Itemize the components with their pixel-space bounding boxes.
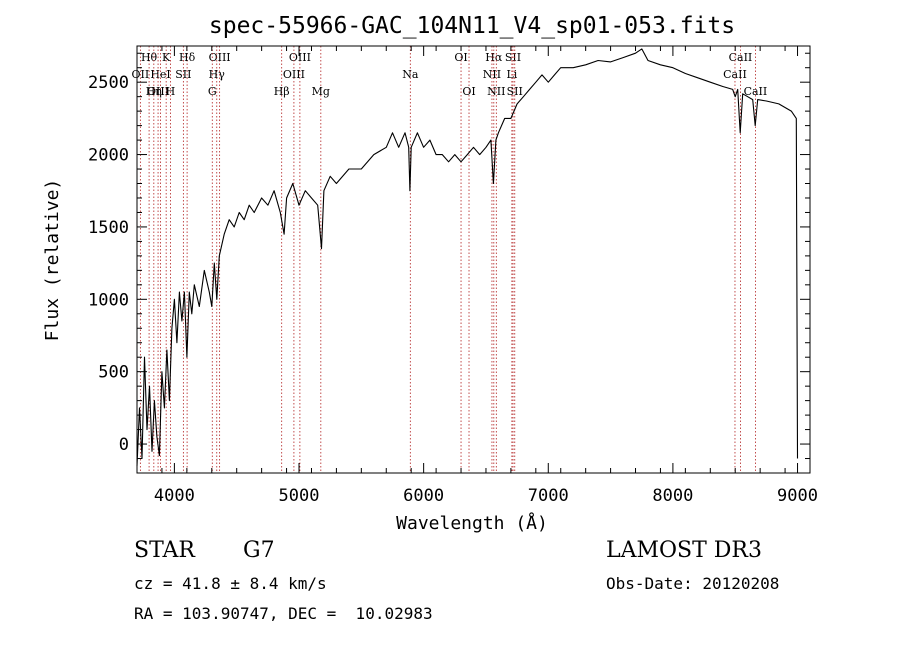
- survey-name: LAMOST DR3: [606, 538, 762, 563]
- line-marker-label: Hθ: [141, 51, 158, 64]
- line-marker-label: CaII: [744, 85, 768, 98]
- line-marker-label: OI: [462, 85, 475, 98]
- line-marker-label: HeI: [150, 68, 170, 81]
- y-tick-label: 1000: [88, 290, 129, 310]
- flux-series-group: [136, 48, 799, 466]
- line-marker-label: CaII: [723, 68, 747, 81]
- obs-date: Obs-Date: 20120208: [606, 574, 780, 593]
- line-marker-label: OIII: [289, 51, 311, 64]
- line-marker-label: SII: [175, 68, 191, 81]
- line-marker-label: SII: [505, 51, 521, 64]
- line-marker-label: NII: [483, 68, 501, 81]
- redshift-readout: cz = 41.8 ± 8.4 km/s: [134, 574, 327, 593]
- y-axis-ticks: 0 500 1000 1500 2000 2500: [88, 52, 810, 460]
- plot-frame: [136, 45, 811, 474]
- chart-title: spec-55966-GAC_104N11_V4_sp01-053.fits: [209, 13, 735, 39]
- line-marker-label: OIII: [209, 51, 231, 64]
- line-marker-label: Na: [402, 68, 419, 81]
- line-marker-label: NII: [487, 85, 505, 98]
- x-axis-label: Wavelength (Å): [396, 512, 548, 534]
- x-tick-label: 7000: [528, 486, 569, 506]
- line-marker-label: Hδ: [179, 51, 196, 64]
- line-marker-label: CaII: [729, 51, 753, 64]
- line-marker-label: Li: [506, 68, 517, 81]
- x-tick-label: 5000: [279, 486, 320, 506]
- spectral-subclass: G7: [243, 538, 275, 563]
- y-tick-label: 500: [98, 363, 129, 383]
- line-marker-label: Mg: [312, 85, 330, 98]
- line-marker-label: OIII: [283, 68, 305, 81]
- x-tick-label: 8000: [652, 486, 693, 506]
- line-marker-label: Hγ: [209, 68, 226, 81]
- flux-series-line: [136, 48, 799, 466]
- line-marker-label: H: [166, 85, 176, 98]
- y-tick-label: 0: [119, 435, 129, 455]
- y-axis-label: Flux (relative): [42, 179, 63, 342]
- line-marker-label: OI: [454, 51, 467, 64]
- x-tick-label: 9000: [777, 486, 818, 506]
- line-marker-label: Hα: [485, 51, 503, 64]
- x-axis-ticks: 4000 5000 6000 7000 8000 9000: [136, 46, 818, 506]
- y-tick-label: 2500: [88, 73, 129, 93]
- line-marker-label: G: [208, 85, 217, 98]
- coordinates: RA = 103.90747, DEC = 10.02983: [134, 604, 433, 623]
- line-marker-label: SII: [507, 85, 523, 98]
- object-class: STAR: [134, 538, 195, 563]
- line-marker-label: Hη: [146, 85, 162, 98]
- y-tick-label: 2000: [88, 146, 129, 166]
- line-marker-label: OIII: [147, 85, 169, 98]
- line-marker-label: OII: [132, 68, 150, 81]
- x-tick-label: 6000: [403, 486, 444, 506]
- line-marker-label: K: [162, 51, 171, 64]
- line-marker-label: Hβ: [274, 85, 290, 98]
- x-tick-label: 4000: [154, 486, 195, 506]
- y-tick-label: 1500: [88, 218, 129, 238]
